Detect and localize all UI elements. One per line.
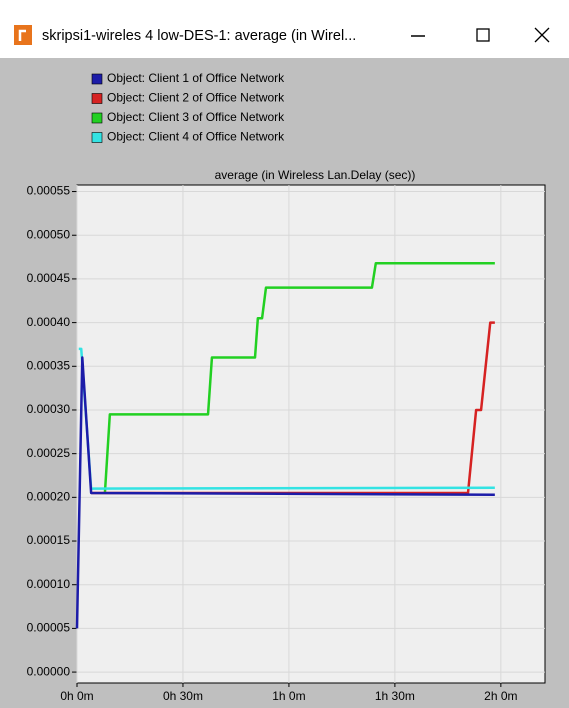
y-tick-label: 0.00010	[27, 577, 71, 591]
close-button[interactable]	[515, 15, 565, 55]
chart-title: average (in Wireless Lan.Delay (sec))	[215, 168, 416, 182]
y-tick-label: 0.00005	[27, 621, 71, 635]
legend-swatch	[91, 73, 103, 85]
y-tick-label: 0.00020	[27, 490, 71, 504]
legend-label: Object: Client 4 of Office Network	[107, 130, 285, 144]
legend-swatch	[91, 93, 103, 104]
legend-swatch	[91, 132, 103, 143]
x-tick-label: 0h 0m	[60, 689, 93, 703]
x-tick-label: 1h 30m	[375, 689, 415, 703]
x-tick-label: 1h 0m	[272, 689, 305, 703]
y-tick-label: 0.00030	[27, 402, 71, 416]
maximize-button[interactable]	[460, 15, 505, 55]
app-icon-glyph	[18, 29, 26, 41]
y-tick-label: 0.00055	[27, 184, 71, 198]
legend-label: Object: Client 2 of Office Network	[107, 91, 285, 105]
series-line	[91, 321, 495, 495]
y-tick-label: 0.00050	[27, 227, 71, 241]
legend-label: Object: Client 1 of Office Network	[107, 71, 285, 85]
series-line	[103, 261, 495, 494]
y-tick-label: 0.00015	[27, 533, 71, 547]
series-line	[75, 356, 495, 629]
x-tick-label: 0h 30m	[163, 689, 203, 703]
window-title: skripsi1-wireles 4 low-DES-1: average (i…	[42, 28, 356, 44]
y-tick-label: 0.00045	[27, 271, 71, 285]
y-tick-label: 0.00025	[27, 446, 71, 460]
legend-swatch	[91, 112, 103, 124]
y-tick-label: 0.00035	[27, 358, 71, 372]
y-tick-label: 0.00040	[27, 315, 71, 329]
y-tick-label: 0.00000	[27, 664, 71, 678]
app-icon	[14, 25, 32, 45]
x-tick-label: 2h 0m	[484, 689, 517, 703]
minimize-button[interactable]	[395, 15, 440, 55]
legend-label: Object: Client 3 of Office Network	[107, 110, 285, 124]
